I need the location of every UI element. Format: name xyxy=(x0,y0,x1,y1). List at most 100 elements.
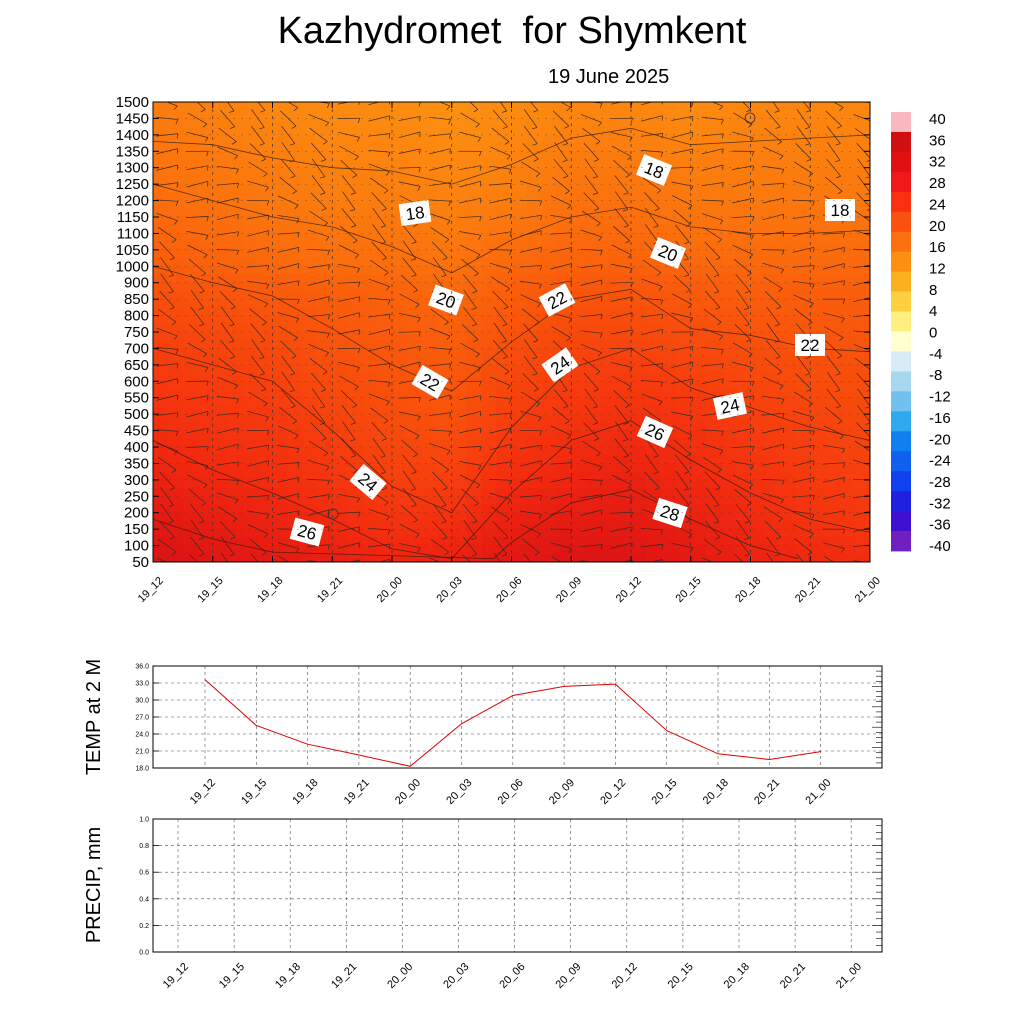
heat-cell xyxy=(227,430,244,440)
wind-barb-flag xyxy=(502,126,508,129)
heat-cell xyxy=(227,537,244,547)
heat-cell xyxy=(660,184,677,193)
heat-cell xyxy=(272,282,289,292)
wind-barb xyxy=(701,199,724,202)
x-tick-label: 20_09 xyxy=(554,961,584,991)
heat-cell xyxy=(153,110,169,120)
heat-cell xyxy=(153,340,169,350)
wind-barb xyxy=(281,142,295,161)
wind-barb xyxy=(277,510,300,515)
wind-barb-flag xyxy=(538,187,542,192)
wind-barb xyxy=(368,363,391,367)
wind-barb-flag xyxy=(719,335,723,341)
heat-cell xyxy=(451,151,468,161)
heat-cell xyxy=(541,389,557,399)
contour-label-box xyxy=(541,347,579,383)
heat-cell xyxy=(556,553,572,562)
heat-cell xyxy=(496,389,513,399)
heat-cell xyxy=(675,488,692,497)
wind-barb-flag xyxy=(292,190,297,194)
wind-barb xyxy=(762,412,785,416)
wind-barb xyxy=(187,112,208,125)
wind-barb xyxy=(580,509,602,516)
heat-cell xyxy=(481,167,498,177)
heat-cell xyxy=(182,307,199,317)
heat-cell xyxy=(705,110,722,120)
heat-cell xyxy=(586,225,602,235)
wind-barb xyxy=(642,177,662,191)
heat-cell xyxy=(377,553,393,562)
heat-cell xyxy=(855,545,870,555)
wind-barb-flag xyxy=(600,544,603,550)
heat-cell xyxy=(586,340,602,350)
wind-barb xyxy=(549,232,572,235)
heat-cell xyxy=(242,463,259,473)
heat-cell xyxy=(257,405,274,415)
wind-barb-flag xyxy=(721,133,724,139)
wind-barb xyxy=(186,410,208,418)
wind-barb xyxy=(489,262,512,270)
contour-label-box xyxy=(649,237,687,269)
heat-cell xyxy=(616,110,632,120)
wind-barb-flag xyxy=(774,110,780,113)
heat-cell xyxy=(660,274,677,284)
heat-cell xyxy=(765,184,781,193)
heat-cell xyxy=(332,373,348,382)
heat-cell xyxy=(392,414,408,423)
heat-cell xyxy=(616,340,632,350)
heat-cell xyxy=(362,159,378,169)
heat-cell xyxy=(541,529,557,538)
heat-cell xyxy=(227,184,244,193)
heat-cell xyxy=(735,537,752,547)
wind-barb-flag xyxy=(744,307,750,310)
heat-cell xyxy=(840,307,856,317)
colorbar-tick-label: 24 xyxy=(929,196,946,213)
heat-cell xyxy=(466,274,483,284)
wind-barb xyxy=(734,259,752,274)
wind-barb-flag xyxy=(510,461,512,467)
heat-cell xyxy=(182,159,199,169)
heat-cell xyxy=(705,323,722,333)
y-tick-label: 1100 xyxy=(117,225,149,242)
heat-cell xyxy=(481,126,498,136)
heat-cell xyxy=(212,332,229,341)
heat-cell xyxy=(765,249,781,259)
heat-cell xyxy=(347,438,363,448)
heat-cell xyxy=(690,282,707,292)
wind-barb xyxy=(280,110,297,127)
heat-cell xyxy=(750,471,767,481)
wind-barb xyxy=(156,363,178,367)
heat-cell xyxy=(242,529,259,538)
heat-cell xyxy=(705,299,722,308)
colorbar-swatch xyxy=(891,471,911,492)
heat-cell xyxy=(302,274,318,284)
heat-cell xyxy=(660,175,677,185)
heat-cell xyxy=(317,175,333,185)
wind-barb xyxy=(489,492,511,500)
heat-cell xyxy=(197,175,214,185)
heat-cell xyxy=(526,208,542,218)
heat-cell xyxy=(765,175,781,185)
heat-cell xyxy=(257,192,274,202)
heat-cell xyxy=(481,373,498,382)
heat-cell xyxy=(392,307,408,317)
heat-cell xyxy=(436,348,453,358)
heat-cell xyxy=(242,545,259,555)
heat-cell xyxy=(227,405,244,415)
wind-barb-flag xyxy=(535,173,541,177)
heat-cell xyxy=(750,299,767,308)
wind-barb xyxy=(762,443,784,451)
heat-cell xyxy=(571,217,587,226)
heat-cell xyxy=(153,348,169,358)
wind-barb-flag xyxy=(874,544,875,549)
heat-cell xyxy=(332,134,348,144)
wind-barb xyxy=(611,145,632,157)
wind-barb xyxy=(429,148,451,155)
heat-cell xyxy=(571,529,587,538)
wind-barb-flag xyxy=(841,448,845,454)
wind-barb xyxy=(644,471,660,489)
wind-barb-flag xyxy=(774,554,780,557)
wind-barb-flag xyxy=(807,322,813,326)
heat-cell xyxy=(392,110,408,120)
wind-barb-flag xyxy=(779,385,784,390)
